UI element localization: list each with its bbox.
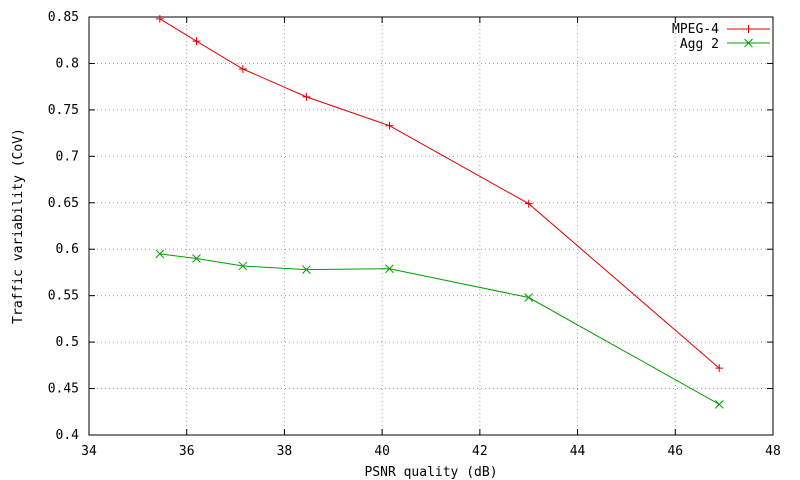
x-tick-label: 48 <box>765 444 781 459</box>
data-point <box>524 293 534 302</box>
y-tick-label: 0.7 <box>56 149 79 164</box>
y-tick-label: 0.4 <box>56 428 80 443</box>
data-point <box>714 399 724 409</box>
legend-marker-mpeg4 <box>744 25 753 33</box>
legend: MPEG-4 Agg 2 <box>672 22 770 52</box>
legend-label-mpeg4: MPEG-4 <box>672 22 719 37</box>
axis-ticks <box>88 16 774 436</box>
y-tick-label: 0.45 <box>48 382 79 397</box>
data-point <box>238 261 248 271</box>
data-point <box>302 265 311 275</box>
x-axis-tick-labels: 34 36 38 40 42 44 46 48 <box>81 444 781 459</box>
legend-marker-glyph <box>744 25 753 33</box>
x-tick-label: 38 <box>277 444 293 459</box>
y-tick-label: 0.8 <box>56 56 79 71</box>
y-tick-label: 0.85 <box>48 10 79 25</box>
y-axis-tick-labels: 0.4 0.45 0.5 0.55 0.6 0.65 0.7 0.75 0.8 0.85 <box>48 10 79 443</box>
x-tick-label: 40 <box>374 444 390 459</box>
plot-frame <box>88 16 774 436</box>
x-tick-label: 46 <box>667 444 683 459</box>
y-axis-title: Traffic variability (CoV) <box>11 128 26 324</box>
series-line-1 <box>159 253 720 405</box>
legend-label-agg2: Agg 2 <box>680 37 719 52</box>
legend-marker-glyph <box>744 38 753 48</box>
data-point <box>524 199 533 208</box>
series-line-0 <box>159 18 720 369</box>
grid <box>89 17 773 435</box>
data-point <box>302 92 311 101</box>
legend-marker-agg2 <box>744 38 753 48</box>
y-tick-label: 0.55 <box>48 289 79 304</box>
y-tick-label: 0.6 <box>56 242 79 257</box>
y-tick-label: 0.75 <box>48 103 79 118</box>
data-point <box>155 14 164 23</box>
data-point <box>715 364 724 373</box>
series <box>155 14 724 409</box>
x-tick-label: 44 <box>570 444 586 459</box>
x-tick-label: 36 <box>179 444 195 459</box>
data-point <box>238 65 247 74</box>
data-point <box>192 37 201 46</box>
x-axis-title: PSNR quality (dB) <box>364 465 497 480</box>
y-tick-label: 0.65 <box>48 196 79 211</box>
data-point <box>192 254 201 263</box>
x-tick-label: 34 <box>81 444 97 459</box>
data-point <box>155 249 165 259</box>
data-point <box>385 264 394 274</box>
data-point <box>385 121 394 130</box>
x-tick-label: 42 <box>472 444 488 459</box>
y-tick-label: 0.5 <box>56 335 79 350</box>
